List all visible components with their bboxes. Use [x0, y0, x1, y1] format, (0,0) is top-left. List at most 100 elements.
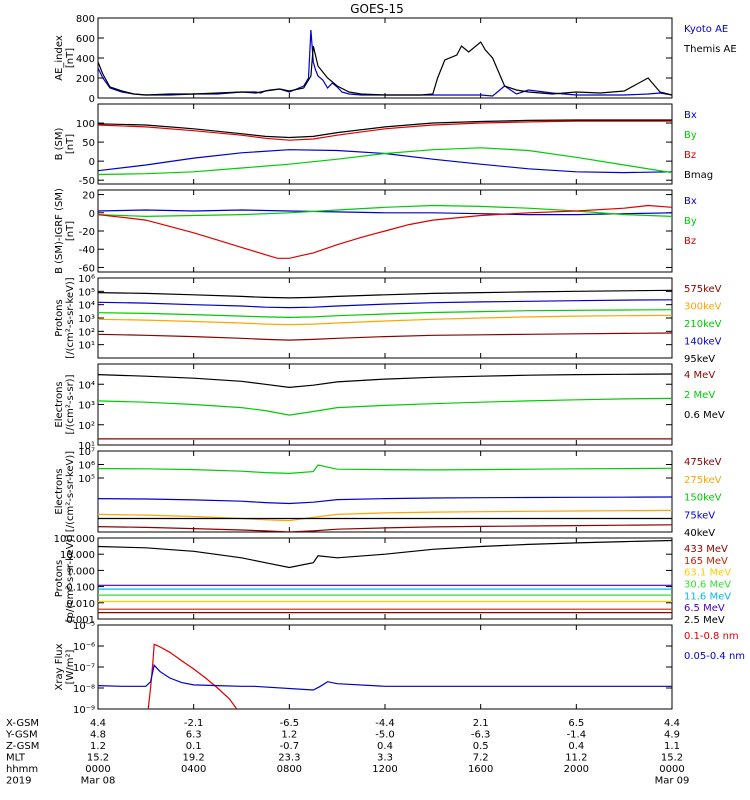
y-tick-label: 200: [76, 74, 95, 85]
series-line-2-mev: [98, 397, 672, 416]
y-tick-label: 10⁻⁹: [73, 705, 95, 716]
y-axis-label: B (SM)[nT]: [54, 127, 76, 160]
x-row-label: Y-GSM: [5, 730, 38, 741]
legend-by: By: [684, 216, 697, 227]
x-axis-table: X-GSM 4.4 -2.1 -6.5 -4.4 2.1 6.5 4.4 Y-GSM 4.8 6.3…: [5, 718, 689, 787]
x-row-value: 15.2: [87, 753, 109, 764]
panel-protons1: 10¹ 10² 10³ 10⁴ 10⁵ 10⁶Protons[/(cm²-s-sr-keV…: [54, 274, 722, 365]
legend-0-05-0-4-nm: 0.05-0.4 nm: [684, 651, 745, 662]
legend-bz: Bz: [684, 236, 696, 247]
y-tick-label: 0: [89, 157, 95, 168]
x-row-value: -6.3: [471, 730, 491, 741]
y-tick-label: -40: [79, 245, 95, 256]
series-line-210kev: [98, 309, 672, 319]
y-tick-label: 10¹: [78, 441, 95, 452]
x-row-value: 0000: [85, 764, 110, 775]
x-row-value: -6.5: [280, 718, 300, 729]
series-line-themis-ae: [98, 41, 672, 96]
legend-433-mev: 433 MeV: [684, 544, 728, 555]
y-tick-label: 10⁶: [78, 461, 95, 472]
x-row-value: 0.4: [377, 741, 393, 752]
x-row-value: 0.5: [473, 741, 489, 752]
y-axis-label: Electrons[/(cm²-s-sr)]: [54, 374, 76, 434]
legend-30-6-mev: 30.6 MeV: [684, 580, 731, 591]
y-tick-label: 0: [89, 94, 95, 105]
legend-40kev: 40keV: [684, 528, 715, 539]
x-row-value: 0.4: [568, 741, 584, 752]
legend-300kev: 300keV: [684, 302, 722, 313]
y-tick-label: 10²: [78, 421, 95, 432]
legend-0-1-0-8-nm: 0.1-0.8 nm: [684, 631, 739, 642]
x-row-value: 6.5: [568, 718, 584, 729]
x-row-value: 3.3: [377, 753, 393, 764]
x-row-value: Mar 08: [81, 776, 116, 787]
y-tick-label: 10⁶: [78, 274, 95, 285]
legend-2-mev: 2 MeV: [684, 390, 715, 401]
x-row-value: 1.2: [90, 741, 106, 752]
y-axis-label: AE_index[nT]: [54, 35, 76, 81]
x-row-label: MLT: [6, 753, 26, 764]
y-tick-label: 10³: [78, 314, 95, 325]
y-tick-label: 10³: [78, 401, 95, 412]
x-row-value: 23.3: [278, 753, 300, 764]
legend-150kev: 150keV: [684, 493, 722, 504]
series-line-kyoto-ae: [98, 29, 672, 97]
x-row-value: 2.1: [473, 718, 489, 729]
panel-xray: 10⁻⁹ 10⁻⁸ 10⁻⁷ 10⁻⁶ 10⁻⁵ Xray Flux[W/m²] 0.1-0…: [54, 621, 745, 716]
y-tick-label: 10⁻⁷: [73, 663, 95, 674]
y-tick-label: -50: [79, 176, 95, 187]
series-line-75kev: [98, 496, 672, 505]
x-row-value: Mar 09: [655, 776, 690, 787]
plot-title: GOES-15: [350, 2, 404, 16]
x-row-value: 4.8: [90, 730, 106, 741]
legend-475kev: 475keV: [684, 457, 722, 468]
x-row-value: -5.0: [375, 730, 395, 741]
y-tick-label: 10²: [78, 327, 95, 338]
legend-140kev: 140keV: [684, 337, 722, 348]
y-tick-label: 0.001: [66, 615, 95, 626]
x-row-value: 2000: [564, 764, 589, 775]
legend-95kev: 95keV: [684, 354, 715, 365]
y-tick-label: 0.100: [66, 583, 95, 594]
y-tick-label: 10⁻⁸: [73, 684, 95, 695]
legend-165-mev: 165 MeV: [684, 556, 728, 567]
x-row-value: -4.4: [375, 718, 395, 729]
x-row-value: 1.2: [281, 730, 297, 741]
series-line-275kev: [98, 509, 672, 522]
legend-275kev: 275keV: [684, 475, 722, 486]
panel-frame: [97, 277, 673, 359]
y-tick-label: 0: [89, 209, 95, 220]
series-line-bz: [98, 204, 672, 259]
y-tick-label: 100.000: [54, 534, 95, 545]
panel-frame: [97, 450, 673, 533]
y-axis-label: Xray Flux[W/m²]: [54, 643, 76, 690]
x-row-label: 2019: [6, 776, 31, 787]
legend-6-5-mev: 6.5 MeV: [684, 603, 725, 614]
y-tick-label: -20: [79, 227, 95, 238]
x-row-value: 7.2: [473, 753, 489, 764]
series-line-bx: [98, 209, 672, 216]
y-tick-label: 1.000: [66, 566, 95, 577]
legend-210kev: 210keV: [684, 319, 722, 330]
x-row-value: 6.3: [186, 730, 202, 741]
x-row-label: hhmm: [6, 764, 38, 775]
x-row-label: Z-GSM: [6, 741, 39, 752]
legend-kyoto-ae: Kyoto AE: [684, 24, 728, 35]
legend-bx: Bx: [684, 110, 697, 121]
y-tick-label: 0.010: [66, 599, 95, 610]
y-tick-label: 10⁻⁶: [73, 642, 95, 653]
series-line-2-5-mev: [98, 539, 672, 569]
x-row-value: 0400: [181, 764, 206, 775]
panel-frame: [97, 17, 673, 99]
legend-63-1-mev: 63.1 MeV: [684, 568, 731, 579]
y-tick-label: 50: [82, 138, 95, 149]
panel-protons2: 0.001 0.010 0.100 1.000 10.000 100.000Protons…: [54, 534, 732, 626]
y-tick-label: 100: [76, 119, 95, 130]
y-tick-label: 600: [76, 34, 95, 45]
x-row-value: 0000: [659, 764, 684, 775]
legend-bz: Bz: [684, 150, 696, 161]
series-line-300kev: [98, 314, 672, 326]
series-line-95kev: [98, 289, 672, 299]
y-tick-label: 10⁻⁵: [73, 621, 95, 632]
